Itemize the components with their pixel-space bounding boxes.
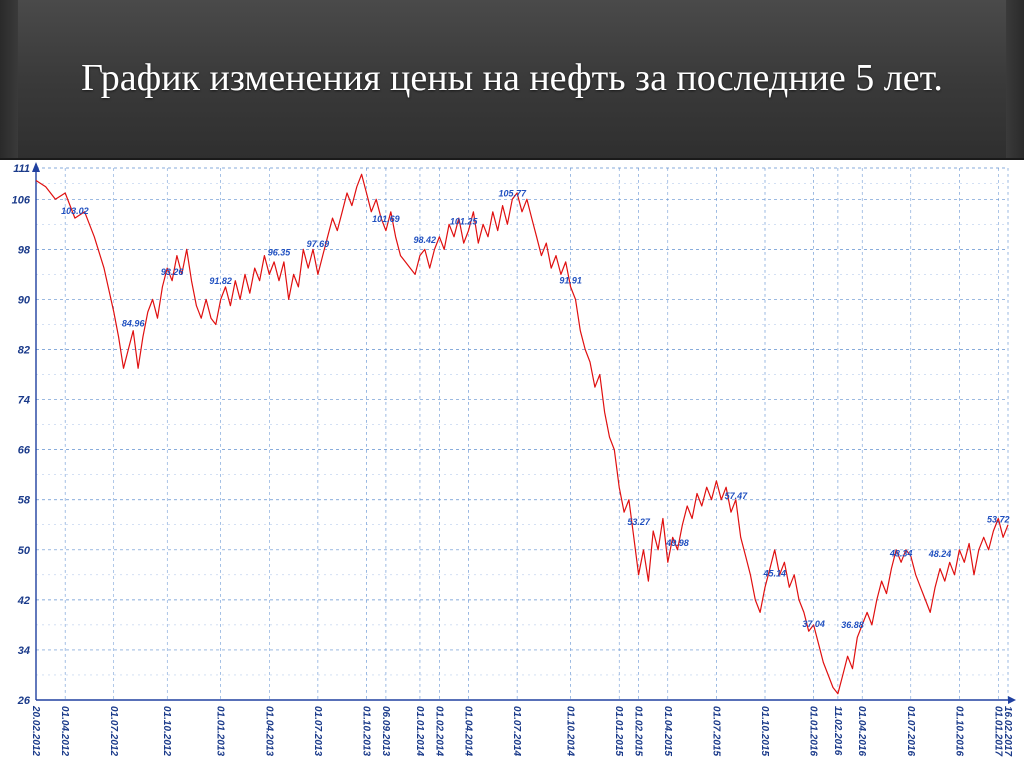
svg-text:101.69: 101.69 [372, 214, 400, 224]
svg-text:103.02: 103.02 [61, 206, 89, 216]
svg-text:01.07.2014: 01.07.2014 [511, 706, 522, 756]
svg-text:45.14: 45.14 [762, 568, 786, 578]
svg-text:01.07.2012: 01.07.2012 [108, 706, 119, 756]
svg-text:50: 50 [18, 545, 31, 557]
svg-text:26: 26 [17, 695, 31, 707]
svg-text:111: 111 [13, 163, 30, 175]
svg-text:01.04.2014: 01.04.2014 [463, 706, 474, 756]
svg-text:98: 98 [18, 244, 31, 256]
svg-text:74: 74 [18, 395, 30, 407]
svg-text:01.10.2014: 01.10.2014 [565, 706, 576, 756]
svg-text:01.04.2015: 01.04.2015 [662, 706, 673, 756]
svg-text:01.10.2013: 01.10.2013 [360, 706, 371, 756]
svg-text:98.42: 98.42 [414, 235, 437, 245]
svg-text:90: 90 [18, 294, 31, 306]
price-chart: 26 34 42 50 58 66 74 82 90 98 106 111 103.02 84.96 93.… [0, 160, 1024, 767]
svg-text:06.09.2013: 06.09.2013 [380, 706, 391, 756]
svg-text:106: 106 [12, 194, 31, 206]
svg-text:01.10.2015: 01.10.2015 [759, 706, 770, 756]
svg-text:93.26: 93.26 [161, 267, 185, 277]
svg-text:20.02.2012: 20.02.2012 [30, 705, 41, 756]
slide-title: График изменения цены на нефть за послед… [81, 56, 943, 102]
svg-text:01.07.2013: 01.07.2013 [312, 706, 323, 756]
svg-text:96.35: 96.35 [268, 247, 292, 257]
slide-header: График изменения цены на нефть за послед… [0, 0, 1024, 160]
svg-text:01.01.2014: 01.01.2014 [414, 706, 425, 756]
svg-text:34: 34 [18, 645, 30, 657]
svg-text:53.27: 53.27 [627, 517, 651, 527]
svg-text:01.01.2013: 01.01.2013 [215, 706, 226, 756]
svg-text:84.96: 84.96 [122, 319, 146, 329]
svg-text:01.02.2015: 01.02.2015 [633, 706, 644, 756]
svg-text:105.77: 105.77 [499, 189, 528, 199]
svg-text:01.10.2012: 01.10.2012 [161, 706, 172, 756]
svg-text:16.02.2017: 16.02.2017 [1002, 706, 1013, 756]
svg-text:01.01.2017: 01.01.2017 [992, 706, 1003, 756]
svg-text:01.04.2012: 01.04.2012 [59, 706, 70, 756]
svg-text:66: 66 [18, 445, 31, 457]
svg-text:01.04.2013: 01.04.2013 [263, 706, 274, 756]
svg-text:57.47: 57.47 [725, 491, 749, 501]
svg-text:01.01.2015: 01.01.2015 [613, 706, 624, 756]
svg-text:01.01.2016: 01.01.2016 [808, 706, 819, 756]
chart-container: 26 34 42 50 58 66 74 82 90 98 106 111 103.02 84.96 93.… [0, 160, 1024, 767]
svg-text:01.07.2016: 01.07.2016 [905, 706, 916, 756]
svg-text:01.07.2015: 01.07.2015 [710, 706, 721, 756]
svg-text:97.69: 97.69 [307, 239, 330, 249]
svg-text:91.82: 91.82 [209, 276, 232, 286]
svg-text:36.88: 36.88 [841, 620, 864, 630]
svg-text:91.91: 91.91 [559, 276, 582, 286]
svg-text:37.04: 37.04 [802, 619, 825, 629]
svg-text:53.72: 53.72 [987, 515, 1010, 525]
svg-text:82: 82 [18, 345, 30, 357]
svg-text:58: 58 [18, 495, 31, 507]
svg-text:01.10.2016: 01.10.2016 [953, 706, 964, 756]
svg-text:49.98: 49.98 [665, 538, 689, 548]
svg-text:101.25: 101.25 [450, 217, 479, 227]
svg-text:01.02.2014: 01.02.2014 [433, 706, 444, 756]
svg-text:11.02.2016: 11.02.2016 [832, 706, 843, 756]
svg-text:01.04.2016: 01.04.2016 [856, 706, 867, 756]
svg-text:48.24: 48.24 [928, 549, 952, 559]
svg-text:48.34: 48.34 [889, 548, 913, 558]
svg-text:42: 42 [17, 595, 30, 607]
